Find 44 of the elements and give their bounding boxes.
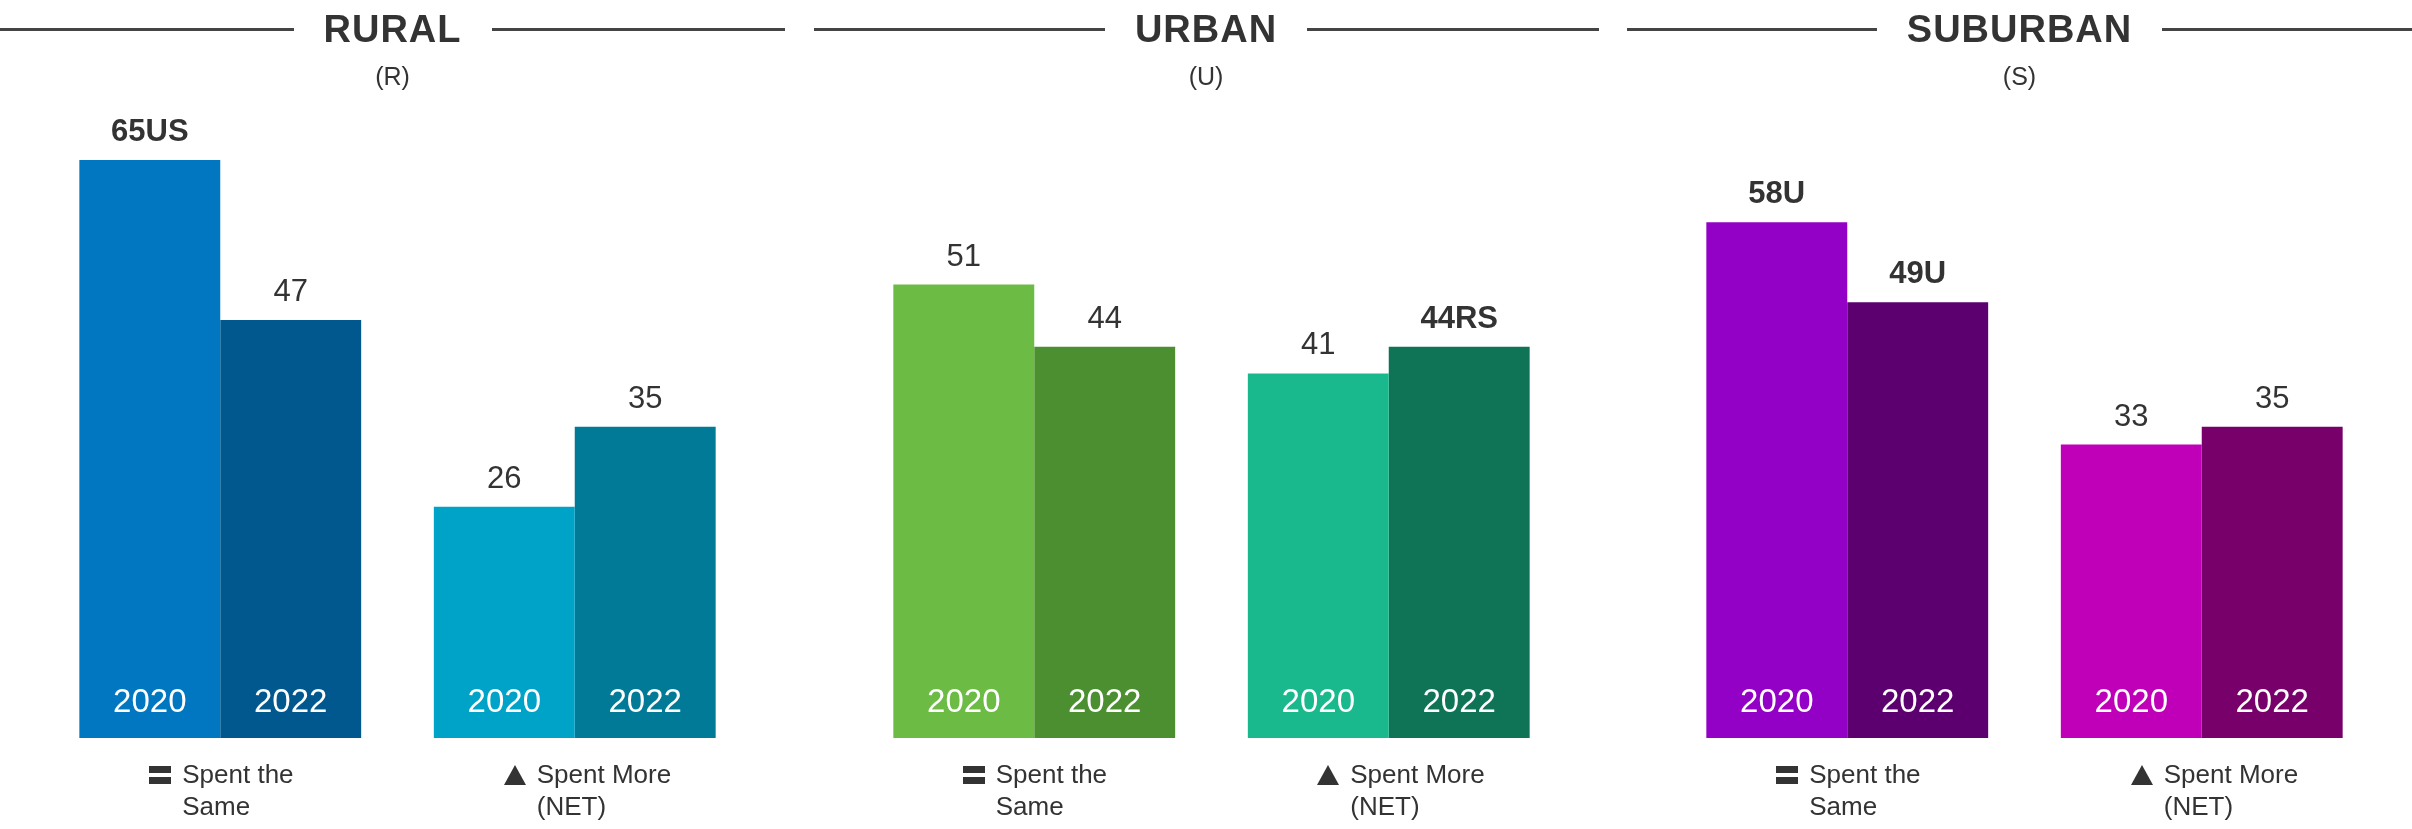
text: 2020: [2094, 682, 2168, 720]
chart-title: URBAN: [1133, 8, 1279, 51]
data-label: 49U: [1889, 255, 1947, 291]
x-tick-label: Spent the Same: [182, 758, 295, 822]
text: 2020: [467, 682, 541, 720]
bar: [220, 320, 362, 738]
bar: [79, 160, 221, 738]
chart-subtitle: (S): [2001, 62, 2038, 91]
text: 2022: [608, 682, 682, 720]
series-label: 2020: [1740, 682, 1814, 720]
text: 2020: [1281, 682, 1355, 720]
data-label: 58U: [1748, 175, 1806, 211]
chart-subtitle: (U): [1187, 62, 1225, 91]
series-label: 2022: [1067, 682, 1141, 720]
data-label: 65US: [111, 113, 189, 149]
data-label: 41: [1300, 326, 1336, 362]
data-label: 26: [487, 459, 522, 495]
chart-title: RURAL: [322, 8, 463, 51]
data-label: 51: [946, 237, 981, 273]
chart-subtitle: (R): [374, 62, 411, 91]
bar: [2060, 444, 2202, 738]
data-label: 44RS: [1419, 299, 1498, 335]
bar: [2201, 426, 2343, 738]
x-tick-label: Spent the Same: [995, 758, 1109, 822]
x-tick-label: Spent the Same: [1809, 758, 1922, 822]
text: 2022: [1422, 682, 1496, 720]
x-tick-label: Spent More (NET): [1350, 758, 1486, 822]
series-label: 2020: [113, 682, 187, 720]
series-label: 2020: [926, 682, 1000, 720]
data-label: 44: [1086, 299, 1122, 335]
x-tick-label: Spent More (NET): [536, 758, 673, 822]
bar: [574, 426, 716, 738]
chart-title: SUBURBAN: [1905, 8, 2134, 51]
data-label: 35: [627, 379, 663, 415]
data-label: 47: [273, 273, 308, 309]
data-label: 35: [2254, 379, 2290, 415]
x-tick-label: Spent More (NET): [2163, 758, 2300, 822]
text: 2022: [2235, 682, 2309, 720]
data-label: 33: [2114, 397, 2149, 433]
bar: [1847, 302, 1989, 738]
bar: [1706, 222, 1848, 738]
bar: [433, 506, 575, 738]
series-label: 2022: [1881, 682, 1955, 720]
series-label: 2022: [254, 682, 328, 720]
